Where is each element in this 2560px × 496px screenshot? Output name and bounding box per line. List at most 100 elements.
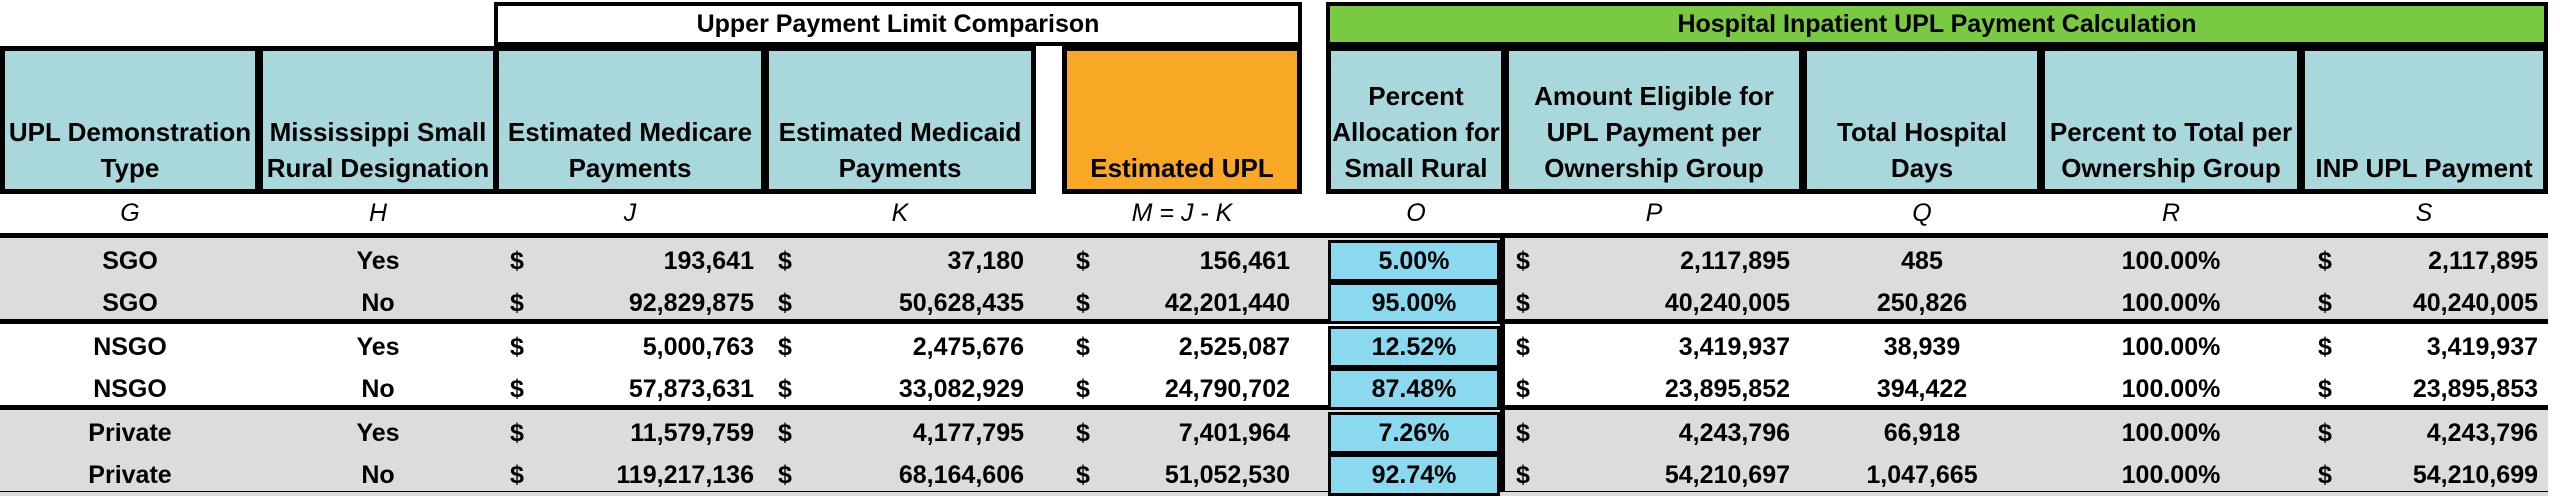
cell-upl-type: NSGO	[93, 332, 167, 361]
cell-rural-designation: Yes	[356, 332, 400, 361]
currency-symbol: $	[778, 418, 792, 447]
hospital-inpatient-banner: Hospital Inpatient UPL Payment Calculati…	[1326, 2, 2548, 46]
column-header-k: Estimated Medicaid Payments	[764, 46, 1036, 194]
currency-symbol: $	[1076, 332, 1090, 361]
column-header-m: Estimated UPL	[1062, 46, 1302, 194]
cell-inp-upl-payment: 3,419,937	[2426, 332, 2538, 361]
column-header-g: UPL Demonstration Type	[0, 46, 260, 194]
cell-percent-allocation: 95.00%	[1328, 282, 1500, 324]
currency-symbol: $	[2318, 418, 2332, 447]
currency-symbol: $	[510, 246, 524, 275]
cell-medicaid-payments: 4,177,795	[912, 418, 1024, 447]
cell-amount-eligible: 40,240,005	[1664, 288, 1790, 317]
cell-upl-type: Private	[88, 460, 172, 489]
currency-symbol: $	[510, 418, 524, 447]
cell-upl-type: SGO	[102, 288, 158, 317]
currency-symbol: $	[2318, 288, 2332, 317]
currency-symbol: $	[1076, 288, 1090, 317]
column-header-h: Mississippi Small Rural Designation	[258, 46, 498, 194]
cell-rural-designation: No	[361, 460, 395, 489]
currency-symbol: $	[2318, 374, 2332, 403]
cell-hospital-days: 1,047,665	[1866, 460, 1978, 489]
column-header-o: Percent Allocation for Small Rural	[1326, 46, 1506, 194]
row-separator	[0, 491, 2548, 492]
cell-medicaid-payments: 68,164,606	[898, 460, 1024, 489]
cell-hospital-days: 66,918	[1883, 418, 1961, 447]
currency-symbol: $	[778, 374, 792, 403]
currency-symbol: $	[510, 332, 524, 361]
cell-rural-designation: No	[361, 288, 395, 317]
column-letter-q: Q	[1912, 198, 1932, 227]
cell-percent-total: 100.00%	[2121, 288, 2221, 317]
currency-symbol: $	[510, 374, 524, 403]
currency-symbol: $	[1516, 246, 1530, 275]
row-separator	[0, 319, 2548, 324]
column-letter-j: J	[623, 198, 637, 227]
column-header-q: Total Hospital Days	[1802, 46, 2042, 194]
cell-percent-total: 100.00%	[2121, 332, 2221, 361]
cell-percent-allocation: 92.74%	[1328, 454, 1500, 496]
currency-symbol: $	[1516, 418, 1530, 447]
currency-symbol: $	[778, 288, 792, 317]
cell-inp-upl-payment: 54,210,699	[2412, 460, 2538, 489]
cell-amount-eligible: 3,419,937	[1678, 332, 1790, 361]
cell-estimated-upl: 24,790,702	[1164, 374, 1290, 403]
cell-medicare-payments: 92,829,875	[628, 288, 754, 317]
currency-symbol: $	[2318, 460, 2332, 489]
cell-rural-designation: Yes	[356, 418, 400, 447]
column-letter-g: G	[120, 198, 140, 227]
currency-symbol: $	[2318, 246, 2332, 275]
column-header-s: INP UPL Payment	[2300, 46, 2548, 194]
currency-symbol: $	[1076, 418, 1090, 447]
cell-medicare-payments: 57,873,631	[628, 374, 754, 403]
currency-symbol: $	[778, 460, 792, 489]
row-group-band	[0, 324, 2548, 410]
cell-hospital-days: 485	[1901, 246, 1943, 275]
cell-rural-designation: No	[361, 374, 395, 403]
cell-estimated-upl: 7,401,964	[1178, 418, 1290, 447]
currency-symbol: $	[1516, 374, 1530, 403]
cell-medicaid-payments: 37,180	[947, 246, 1024, 275]
column-letter-s: S	[2415, 198, 2433, 227]
cell-upl-type: Private	[88, 418, 172, 447]
cell-percent-total: 100.00%	[2121, 374, 2221, 403]
currency-symbol: $	[1516, 288, 1530, 317]
currency-symbol: $	[778, 246, 792, 275]
upl-comparison-banner: Upper Payment Limit Comparison	[494, 2, 1302, 46]
cell-upl-type: NSGO	[93, 374, 167, 403]
cell-percent-total: 100.00%	[2121, 418, 2221, 447]
row-group-band	[0, 238, 2548, 324]
currency-symbol: $	[778, 332, 792, 361]
row-group-band	[0, 410, 2548, 496]
cell-estimated-upl: 51,052,530	[1164, 460, 1290, 489]
cell-hospital-days: 394,422	[1876, 374, 1968, 403]
column-header-r: Percent to Total per Ownership Group	[2040, 46, 2302, 194]
cell-medicare-payments: 193,641	[663, 246, 754, 275]
column-header-j: Estimated Medicare Payments	[494, 46, 766, 194]
currency-symbol: $	[1076, 374, 1090, 403]
cell-medicare-payments: 11,579,759	[630, 418, 754, 447]
cell-medicare-payments: 5,000,763	[642, 332, 754, 361]
cell-medicaid-payments: 50,628,435	[898, 288, 1024, 317]
column-letter-p: P	[1645, 198, 1663, 227]
cell-percent-allocation: 12.52%	[1328, 326, 1500, 368]
currency-symbol: $	[510, 460, 524, 489]
column-letter-h: H	[368, 198, 388, 227]
cell-amount-eligible: 54,210,697	[1664, 460, 1790, 489]
currency-symbol: $	[510, 288, 524, 317]
cell-medicaid-payments: 2,475,676	[912, 332, 1024, 361]
currency-symbol: $	[1516, 460, 1530, 489]
cell-amount-eligible: 4,243,796	[1678, 418, 1790, 447]
section-divider	[1500, 234, 1505, 492]
cell-upl-type: SGO	[102, 246, 158, 275]
column-letter-m: M = J - K	[1131, 198, 1233, 227]
column-header-p: Amount Eligible for UPL Payment per Owne…	[1504, 46, 1804, 194]
column-letter-r: R	[2161, 198, 2181, 227]
cell-estimated-upl: 42,201,440	[1164, 288, 1290, 317]
cell-inp-upl-payment: 2,117,895	[2428, 246, 2538, 275]
column-letter-k: K	[891, 198, 909, 227]
cell-inp-upl-payment: 4,243,796	[2426, 418, 2538, 447]
cell-hospital-days: 250,826	[1876, 288, 1968, 317]
row-separator	[0, 405, 2548, 410]
cell-percent-allocation: 7.26%	[1328, 412, 1500, 454]
